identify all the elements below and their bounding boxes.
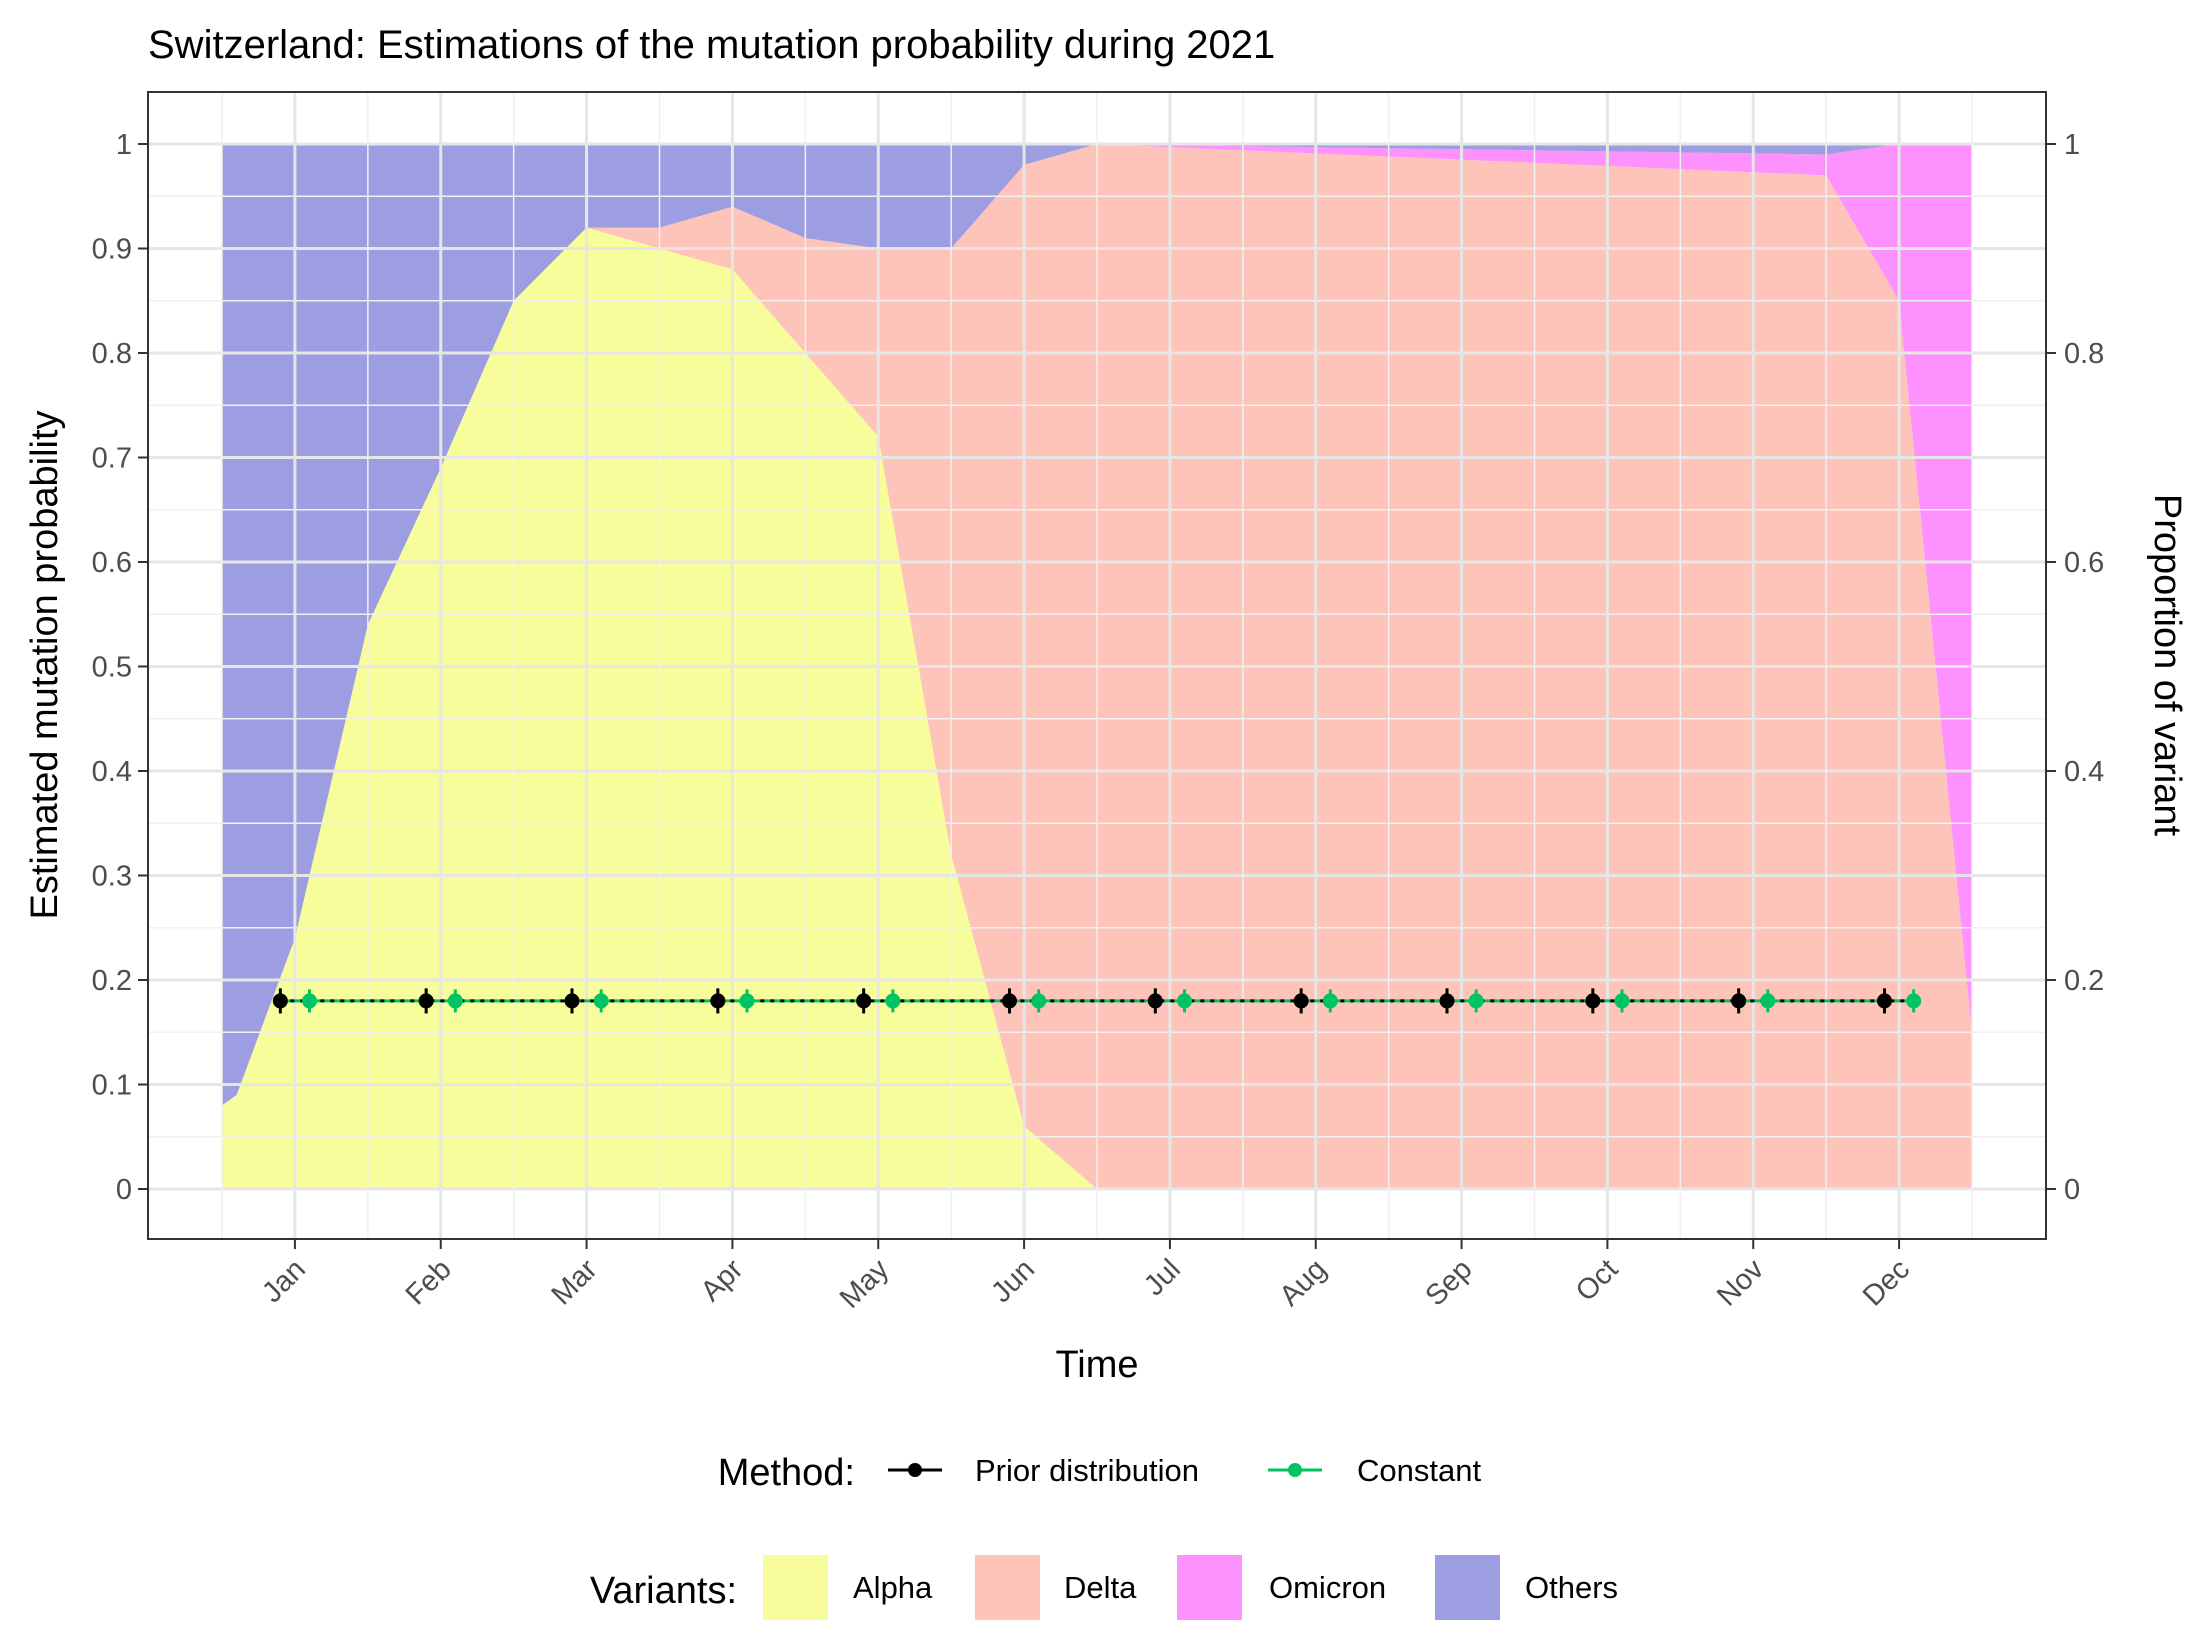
legend-key-omicron — [1177, 1555, 1242, 1620]
point-prior-distribution — [856, 993, 872, 1009]
y-tick-label-right: 1 — [2064, 129, 2080, 161]
legend-variant-title: Variants: — [590, 1570, 737, 1612]
point-prior-distribution — [1293, 993, 1309, 1009]
x-tick-label: Dec — [1857, 1253, 1916, 1312]
x-axis-label: Time — [1055, 1344, 1138, 1386]
point-constant — [1468, 993, 1484, 1009]
x-tick-label: May — [834, 1253, 896, 1315]
x-tick-label: Apr — [695, 1253, 750, 1308]
point-constant — [1760, 993, 1776, 1009]
point-prior-distribution — [272, 993, 288, 1009]
legend-key-others — [1435, 1555, 1500, 1620]
legend-label-delta: Delta — [1064, 1570, 1137, 1605]
legend-key-point-prior-distribution — [908, 1463, 922, 1477]
x-tick-label: Oct — [1570, 1253, 1625, 1308]
y-tick-label-left: 0.9 — [92, 234, 132, 266]
y-tick-label-right: 0.6 — [2064, 547, 2104, 579]
y-tick-label-left: 0.4 — [92, 756, 132, 788]
point-constant — [1322, 993, 1338, 1009]
legend-label-omicron: Omicron — [1269, 1570, 1386, 1605]
x-tick-label: Aug — [1274, 1253, 1333, 1312]
y-tick-label-left: 0.6 — [92, 547, 132, 579]
point-constant — [1177, 993, 1192, 1009]
y-tick-label-left: 1 — [116, 129, 132, 161]
x-tick-label: Jan — [256, 1253, 312, 1309]
point-constant — [885, 993, 901, 1009]
point-constant — [302, 993, 317, 1009]
legend-key-alpha — [763, 1555, 828, 1620]
y-tick-label-left: 0 — [116, 1174, 132, 1206]
point-constant — [1031, 993, 1047, 1009]
y-tick-label-left: 0.3 — [92, 861, 132, 893]
y-tick-label-left: 0.1 — [92, 1070, 132, 1102]
point-prior-distribution — [1002, 993, 1017, 1009]
y-tick-label-left: 0.2 — [92, 965, 132, 997]
point-prior-distribution — [1731, 993, 1747, 1009]
point-prior-distribution — [1877, 993, 1892, 1009]
y-tick-label-right: 0.8 — [2064, 338, 2104, 370]
legend-label-prior-distribution: Prior distribution — [975, 1453, 1199, 1488]
chart-title: Switzerland: Estimations of the mutation… — [148, 23, 1275, 67]
x-tick-label: Jun — [985, 1253, 1041, 1309]
point-constant — [593, 993, 609, 1009]
point-constant — [1614, 993, 1630, 1009]
legend-key-point-constant — [1288, 1463, 1302, 1477]
y-tick-label-right: 0.4 — [2064, 756, 2104, 788]
legend-label-others: Others — [1525, 1570, 1618, 1605]
legend-label-constant: Constant — [1357, 1453, 1481, 1488]
point-prior-distribution — [418, 993, 434, 1009]
y-tick-label-left: 0.8 — [92, 338, 132, 370]
x-tick-label: Sep — [1419, 1253, 1478, 1312]
point-prior-distribution — [1147, 993, 1163, 1009]
legend-key-delta — [975, 1555, 1040, 1620]
point-constant — [1906, 993, 1922, 1009]
point-prior-distribution — [710, 993, 726, 1009]
point-prior-distribution — [564, 993, 580, 1009]
point-constant — [447, 993, 463, 1009]
y-tick-label-right: 0 — [2064, 1174, 2080, 1206]
x-tick-label: Nov — [1711, 1253, 1770, 1312]
x-tick-label: Mar — [546, 1253, 604, 1311]
y-axis-label-left: Estimated mutation probability — [24, 410, 66, 919]
point-prior-distribution — [1585, 993, 1601, 1009]
point-constant — [739, 993, 755, 1009]
area-others — [222, 144, 1972, 1106]
y-axis-label-right: Proportion of variant — [2146, 494, 2188, 837]
y-tick-label-left: 0.5 — [92, 652, 132, 684]
y-tick-label-left: 0.7 — [92, 443, 132, 475]
y-tick-label-right: 0.2 — [2064, 965, 2104, 997]
legend-method-title: Method: — [718, 1452, 855, 1494]
point-prior-distribution — [1439, 993, 1455, 1009]
x-tick-label: Feb — [400, 1253, 458, 1311]
x-tick-label: Jul — [1138, 1253, 1187, 1302]
legend-label-alpha: Alpha — [853, 1570, 933, 1605]
